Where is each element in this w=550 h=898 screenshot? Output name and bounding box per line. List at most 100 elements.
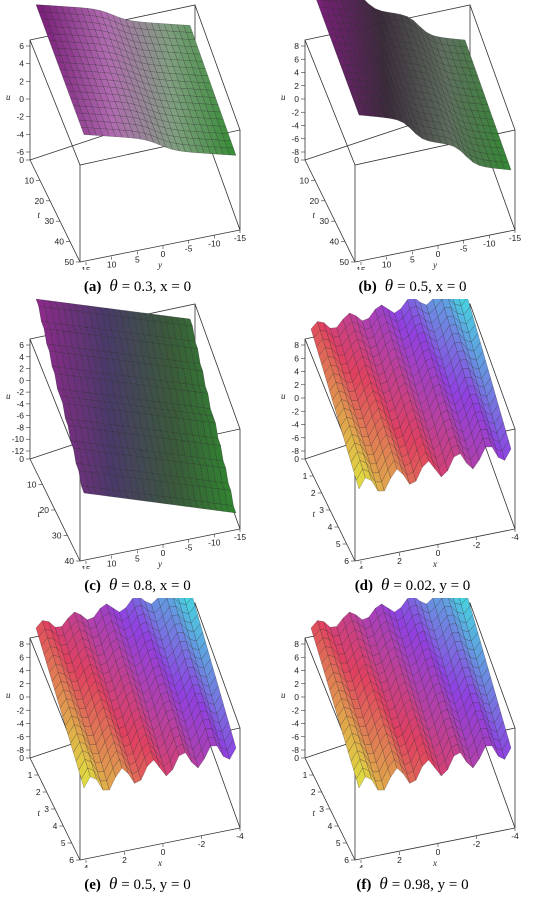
t-tick-label: 1 [303,770,308,780]
h-axis-label: y [157,559,162,569]
u-tick-label: 6 [294,353,299,363]
caption-b: (b) θ = 0.5, x = 0 [275,276,550,296]
u-tick-label: -4 [16,399,24,409]
t-tick-label: 20 [40,505,50,515]
u-tick-label: 6 [19,41,24,51]
t-tick-label: 10 [25,175,35,185]
u-tick-label: -8 [16,745,24,755]
u-tick-label: -8 [291,745,299,755]
h-tick-label: 5 [410,254,415,264]
h-axis-label: x [432,559,437,569]
u-axis: 8 6 4 2 0 -2 -4 -6 -8 u [281,41,305,157]
t-axis: 0 10 20 30 40 t [19,454,80,566]
caption-text: = 0.02, y = 0 [393,578,471,594]
u-tick-label: -6 [291,433,299,443]
u-axis-label: u [281,391,286,401]
u-tick-label: -12 [12,446,25,456]
h-tick-label: -15 [509,233,522,243]
h-tick-label: 0 [436,249,441,259]
u-tick-label: 4 [19,352,24,362]
h-axis: 4 2 0 -2 -4 x [359,828,519,868]
t-tick-label: 4 [328,821,333,831]
u-tick-label: 4 [294,666,299,676]
surface-mesh [35,4,237,156]
caption-c: (c) θ = 0.8, x = 0 [0,575,275,595]
h-tick-label: -4 [511,532,519,542]
t-tick-label: 10 [27,480,37,490]
h-axis-label: y [157,260,162,270]
t-tick-label: 2 [311,787,316,797]
t-tick-label: 2 [36,787,41,797]
h-tick-label: 0 [161,847,166,857]
h-tick-label: 4 [359,564,364,569]
u-axis-label: u [6,391,11,401]
t-tick-label: 3 [319,505,324,515]
t-tick-label: 0 [294,155,299,165]
u-tick-label: -6 [291,732,299,742]
h-tick-label: 10 [107,559,117,569]
t-tick-label: 0 [19,155,24,165]
h-axis: 15 10 5 0 -5 -10 -15 y [81,230,246,270]
h-axis: 15 10 5 0 -5 -10 -15 y [356,230,521,270]
h-tick-label: 15 [81,564,91,569]
u-tick-label: 0 [19,94,24,104]
t-tick-label: 30 [52,531,62,541]
u-axis: 8 6 4 2 0 -2 -4 -6 -8 u [281,639,305,755]
t-tick-label: 40 [330,237,340,247]
t-tick-label: 0 [294,454,299,464]
t-axis-label: t [38,509,41,519]
t-tick-label: 0 [294,753,299,763]
u-tick-label: 4 [294,367,299,377]
u-tick-label: 8 [294,41,299,51]
h-tick-label: 0 [161,249,166,259]
t-tick-label: 20 [35,196,45,206]
u-tick-label: 6 [294,54,299,64]
h-tick-label: -10 [483,238,496,248]
u-tick-label: 8 [294,340,299,350]
surface-mesh [35,299,237,514]
theta-symbol: θ [109,276,118,295]
t-tick-label: 6 [344,855,349,865]
u-tick-label: -4 [291,121,299,131]
t-tick-label: 6 [344,556,349,566]
u-tick-label: -8 [291,446,299,456]
u-axis: 8 6 4 2 0 -2 -4 -6 -8 u [281,340,305,456]
u-axis-label: u [281,92,286,102]
u-tick-label: -2 [16,387,24,397]
u-tick-label: -10 [12,434,25,444]
h-tick-label: 5 [135,254,140,264]
t-tick-label: 3 [44,804,49,814]
h-tick-label: 2 [122,855,127,865]
t-tick-label: 40 [55,237,65,247]
t-tick-label: 50 [65,257,75,267]
u-tick-label: 2 [294,81,299,91]
u-tick-label: -2 [16,112,24,122]
t-tick-label: 5 [336,838,341,848]
t-tick-label: 30 [45,216,55,226]
h-tick-label: -5 [185,543,193,553]
u-tick-label: -6 [16,732,24,742]
h-tick-label: -2 [473,540,481,550]
u-tick-label: -8 [16,422,24,432]
h-tick-label: -4 [236,831,244,841]
subfigure-b: 8 6 4 2 0 -2 -4 -6 -8 u 0 10 20 30 40 50 t 15 10 5 0 -5 -10 -15… [275,0,550,299]
t-tick-label: 30 [320,216,330,226]
t-axis-label: t [313,210,316,220]
u-tick-label: 0 [19,375,24,385]
u-axis-label: u [281,690,286,700]
u-tick-label: 2 [19,76,24,86]
t-tick-label: 0 [19,454,24,464]
u-tick-label: -8 [291,147,299,157]
u-tick-label: 2 [19,364,24,374]
u-axis: 6 4 2 0 -2 -4 -6 u [6,41,30,157]
u-tick-label: -6 [16,147,24,157]
caption-text: = 0.5, y = 0 [121,877,191,893]
caption-label: (d) [354,578,374,594]
t-tick-label: 5 [61,838,66,848]
u-tick-label: -4 [291,719,299,729]
